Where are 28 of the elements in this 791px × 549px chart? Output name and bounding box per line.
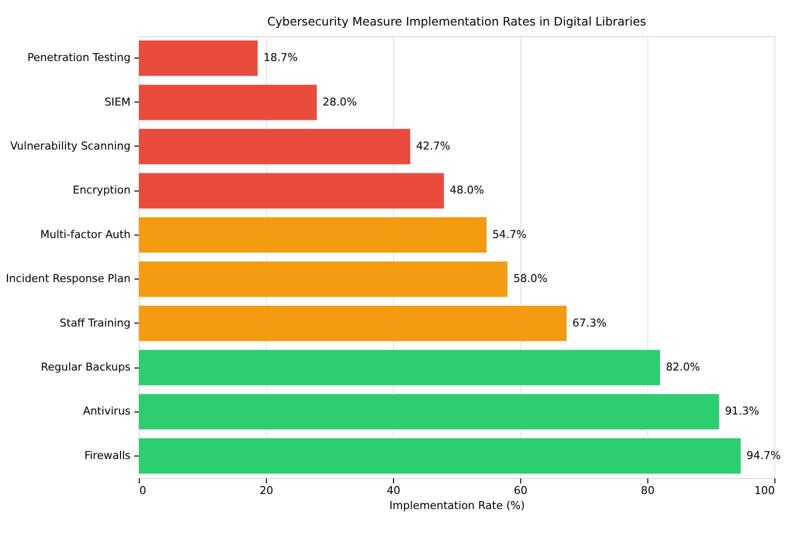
data-label: 48.0%: [450, 184, 484, 197]
chart-title: Cybersecurity Measure Implementation Rates in Digital Libraries: [267, 14, 646, 28]
data-label: 91.3%: [724, 404, 760, 418]
x-tick-label: 40: [386, 484, 401, 498]
y-tick-label: Encryption: [72, 184, 131, 197]
x-tick-label: 20: [260, 484, 274, 498]
y-tick-label: Vulnerability Scanning: [10, 140, 131, 153]
y-tick-label: Penetration Testing: [27, 51, 131, 64]
y-tick-label: Staff Training: [60, 316, 131, 330]
y-tick-label: Firewalls: [84, 448, 131, 462]
data-label: 82.0%: [666, 360, 700, 374]
data-label: 54.7%: [492, 228, 526, 241]
y-tick-label: Regular Backups: [40, 360, 131, 374]
x-tick-label: 80: [640, 484, 655, 498]
data-label: 94.7%: [746, 448, 781, 462]
x-tick-label: 0: [139, 484, 146, 498]
data-label: 28.0%: [322, 95, 357, 108]
data-label: 58.0%: [513, 272, 548, 286]
x-axis-title: Implementation Rate (%): [389, 498, 525, 512]
y-tick-label: Antivirus: [82, 404, 131, 418]
data-label: 67.3%: [572, 316, 607, 330]
data-label: 18.7%: [264, 51, 298, 64]
data-label: 42.7%: [416, 140, 450, 153]
x-tick-label: 60: [514, 484, 528, 498]
y-tick-label: Incident Response Plan: [6, 272, 131, 286]
y-tick-label: Multi-factor Auth: [40, 228, 131, 241]
y-tick-label: SIEM: [104, 95, 131, 108]
x-tick-label: 100: [754, 484, 776, 498]
